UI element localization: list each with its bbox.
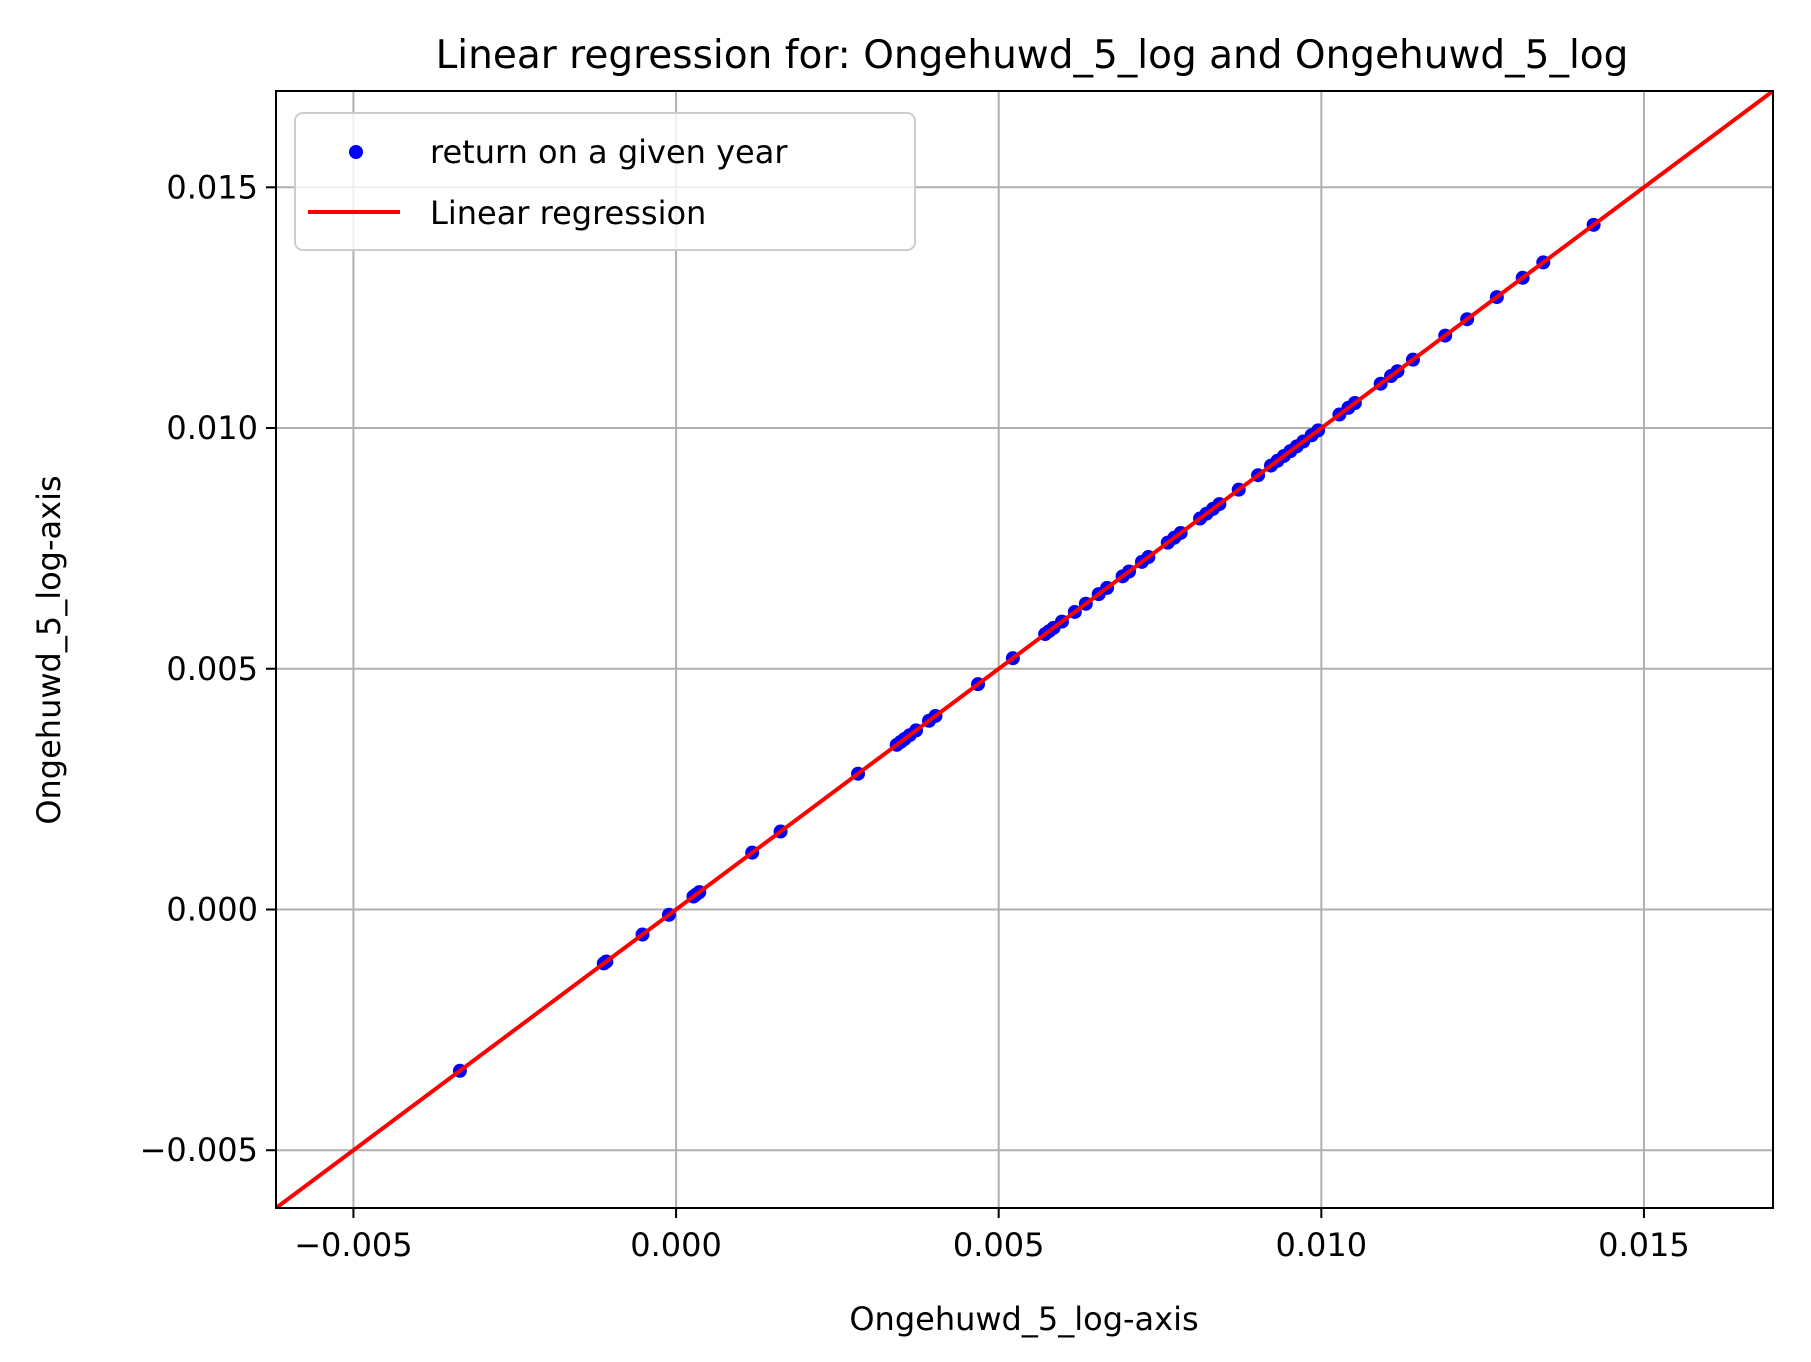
axis-ticks: −0.005 0.000 0.005 0.010 0.015 −0.005 0.000 0.0…	[140, 168, 1690, 1264]
y-tick-label: 0.000	[166, 890, 258, 928]
legend-marker-scatter	[349, 145, 363, 159]
y-tick-label: −0.005	[140, 1131, 258, 1169]
y-tick-label: 0.015	[166, 168, 258, 206]
x-tick-label: 0.015	[1598, 1226, 1690, 1264]
legend-label-line: Linear regression	[430, 194, 706, 232]
x-axis-label: Ongehuwd_5_log-axis	[849, 1300, 1198, 1338]
regression-line	[276, 91, 1773, 1208]
x-tick-label: 0.005	[953, 1226, 1045, 1264]
chart-title: Linear regression for: Ongehuwd_5_log an…	[436, 33, 1629, 78]
legend-label-scatter: return on a given year	[430, 133, 788, 171]
x-tick-label: 0.010	[1276, 1226, 1368, 1264]
y-axis-label: Ongehuwd_5_log-axis	[30, 475, 68, 824]
plot-area	[276, 91, 1773, 1208]
legend: return on a given year Linear regression	[294, 112, 916, 251]
x-tick-label: −0.005	[294, 1226, 412, 1264]
x-tick-label: 0.000	[630, 1226, 722, 1264]
y-tick-label: 0.005	[166, 650, 258, 688]
y-tick-label: 0.010	[166, 409, 258, 447]
grid	[276, 91, 1773, 1208]
legend-box	[294, 112, 916, 251]
axes-frame	[275, 90, 1774, 1209]
